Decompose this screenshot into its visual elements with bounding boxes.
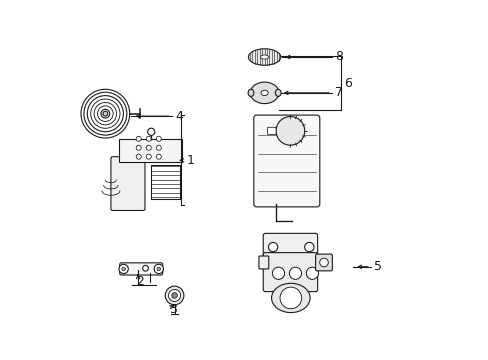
Text: 3: 3 (169, 303, 177, 316)
Circle shape (289, 267, 301, 279)
Circle shape (87, 96, 123, 132)
Ellipse shape (248, 49, 280, 65)
Circle shape (280, 287, 301, 309)
Circle shape (136, 136, 141, 141)
Circle shape (136, 145, 141, 150)
Circle shape (165, 286, 183, 305)
Bar (151, 165, 180, 199)
Text: 5: 5 (373, 260, 382, 273)
FancyBboxPatch shape (267, 127, 276, 134)
FancyBboxPatch shape (258, 256, 268, 269)
Circle shape (272, 267, 284, 279)
Text: 2: 2 (136, 275, 144, 288)
Circle shape (91, 99, 120, 128)
Circle shape (276, 117, 304, 145)
Circle shape (81, 89, 129, 138)
Ellipse shape (250, 82, 278, 104)
Circle shape (171, 293, 177, 298)
Circle shape (146, 145, 151, 150)
Polygon shape (119, 139, 182, 162)
Ellipse shape (247, 89, 253, 96)
Ellipse shape (275, 89, 281, 96)
Circle shape (101, 109, 109, 118)
Ellipse shape (271, 283, 309, 312)
Circle shape (319, 258, 327, 267)
Circle shape (146, 136, 151, 141)
Circle shape (122, 267, 125, 271)
Circle shape (156, 136, 161, 141)
Circle shape (98, 106, 113, 121)
Circle shape (157, 267, 160, 271)
FancyBboxPatch shape (253, 115, 319, 207)
Circle shape (156, 145, 161, 150)
Text: 8: 8 (335, 50, 343, 63)
Text: 6: 6 (344, 77, 351, 90)
Circle shape (146, 154, 151, 159)
FancyBboxPatch shape (315, 254, 332, 271)
Ellipse shape (260, 55, 268, 59)
Circle shape (304, 242, 313, 252)
FancyBboxPatch shape (263, 253, 317, 292)
Ellipse shape (261, 90, 267, 95)
Circle shape (168, 289, 180, 302)
Circle shape (154, 264, 163, 274)
Circle shape (156, 154, 161, 159)
Circle shape (94, 103, 116, 125)
Text: 4: 4 (175, 110, 183, 123)
Text: 7: 7 (335, 86, 343, 99)
FancyBboxPatch shape (120, 263, 163, 275)
Circle shape (147, 128, 155, 135)
Text: 1: 1 (186, 154, 194, 167)
Circle shape (305, 267, 318, 279)
Circle shape (119, 264, 128, 274)
Circle shape (142, 265, 148, 271)
Circle shape (268, 242, 277, 252)
FancyBboxPatch shape (263, 233, 317, 261)
FancyBboxPatch shape (111, 157, 144, 211)
Circle shape (84, 92, 126, 135)
Circle shape (102, 111, 107, 116)
Circle shape (136, 154, 141, 159)
